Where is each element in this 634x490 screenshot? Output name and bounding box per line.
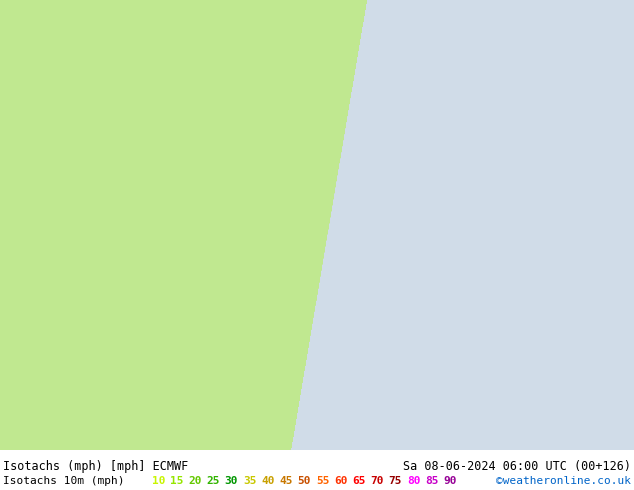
Text: 80: 80 (407, 476, 420, 486)
Text: 55: 55 (316, 476, 329, 486)
Text: Isotachs (mph) [mph] ECMWF: Isotachs (mph) [mph] ECMWF (3, 460, 188, 473)
Text: 70: 70 (370, 476, 384, 486)
Text: 75: 75 (389, 476, 402, 486)
Text: 25: 25 (207, 476, 220, 486)
Text: 35: 35 (243, 476, 257, 486)
Text: 10: 10 (152, 476, 165, 486)
Text: 40: 40 (261, 476, 275, 486)
Text: ©weatheronline.co.uk: ©weatheronline.co.uk (496, 476, 631, 486)
Text: 15: 15 (170, 476, 184, 486)
Text: Sa 08-06-2024 06:00 UTC (00+126): Sa 08-06-2024 06:00 UTC (00+126) (403, 460, 631, 473)
Text: 90: 90 (443, 476, 456, 486)
Text: 65: 65 (353, 476, 366, 486)
Text: 20: 20 (188, 476, 202, 486)
Text: 45: 45 (280, 476, 293, 486)
Text: 30: 30 (225, 476, 238, 486)
Text: 60: 60 (334, 476, 347, 486)
Text: 85: 85 (425, 476, 439, 486)
Text: Isotachs 10m (mph): Isotachs 10m (mph) (3, 476, 124, 486)
Text: 50: 50 (297, 476, 311, 486)
